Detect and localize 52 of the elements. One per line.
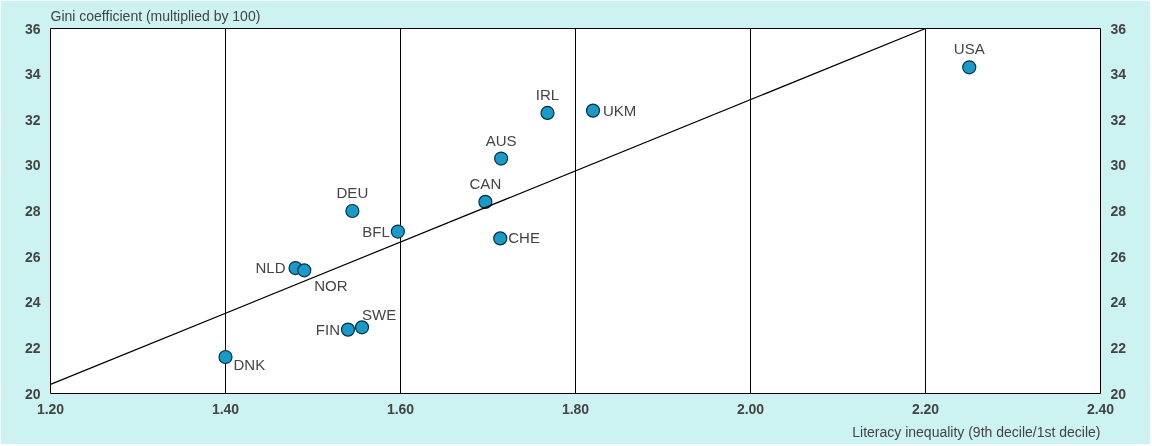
y2-tick-label: 32 bbox=[1110, 111, 1127, 128]
x-tick-label: 1.40 bbox=[211, 400, 240, 417]
y-tick-label: 22 bbox=[24, 339, 41, 356]
annotation: DNK bbox=[233, 356, 266, 373]
x-tick-label: 1.20 bbox=[36, 400, 65, 417]
x-tick-label: 2.00 bbox=[736, 400, 765, 417]
y-tick-label: 26 bbox=[24, 248, 41, 265]
point bbox=[962, 60, 977, 75]
annotation: NOR bbox=[314, 277, 348, 295]
point bbox=[585, 103, 601, 118]
y-tick-label: 32 bbox=[24, 111, 41, 128]
y-tick-label: 28 bbox=[24, 203, 41, 219]
x-axis-title: Literacy inequality (9th decile/1st decile) bbox=[852, 423, 1101, 440]
annotation: NLD bbox=[255, 259, 286, 277]
y2-tick-label: 36 bbox=[1110, 20, 1127, 37]
point bbox=[540, 105, 555, 120]
y-tick-label: 36 bbox=[24, 20, 41, 37]
y2-tick-label: 30 bbox=[1110, 157, 1127, 174]
x-tick-label: 1.80 bbox=[561, 400, 590, 417]
point bbox=[218, 349, 233, 365]
x-tick-label: 2.20 bbox=[911, 400, 940, 417]
y2-tick-label: 22 bbox=[1110, 339, 1127, 356]
point bbox=[340, 322, 356, 337]
x-tick-label: 2.40 bbox=[1086, 400, 1115, 417]
annotation: SWE bbox=[362, 306, 397, 324]
annotation: AUS bbox=[485, 131, 517, 149]
annotation: CHE bbox=[508, 229, 540, 247]
y-tick-label: 34 bbox=[24, 66, 41, 83]
y-tick-label: 20 bbox=[24, 385, 41, 402]
point bbox=[297, 263, 312, 278]
y2-tick-label: 28 bbox=[1110, 203, 1127, 219]
point bbox=[390, 224, 405, 239]
annotation: IRL bbox=[535, 85, 560, 103]
point bbox=[345, 203, 360, 219]
annotation: FIN bbox=[315, 320, 341, 338]
annotation: CAN bbox=[469, 174, 502, 192]
y-tick-label: 30 bbox=[24, 157, 41, 174]
point bbox=[493, 231, 508, 246]
point bbox=[354, 320, 370, 335]
point bbox=[494, 151, 509, 166]
point bbox=[478, 194, 493, 209]
annotation: UKM bbox=[603, 101, 637, 119]
annotation: BFL bbox=[362, 222, 390, 240]
y2-tick-label: 34 bbox=[1110, 66, 1127, 83]
y2-tick-label: 20 bbox=[1110, 385, 1127, 402]
x-tick-label: 1.60 bbox=[386, 400, 415, 417]
y2-tick-label: 24 bbox=[1110, 294, 1127, 311]
y-tick-label: 24 bbox=[24, 294, 41, 311]
y-axis-title: Gini coefficient (multiplied by 100) bbox=[50, 7, 261, 24]
y2-tick-label: 26 bbox=[1110, 248, 1127, 265]
annotation: USA bbox=[953, 40, 985, 58]
annotation: DEU bbox=[336, 184, 369, 201]
